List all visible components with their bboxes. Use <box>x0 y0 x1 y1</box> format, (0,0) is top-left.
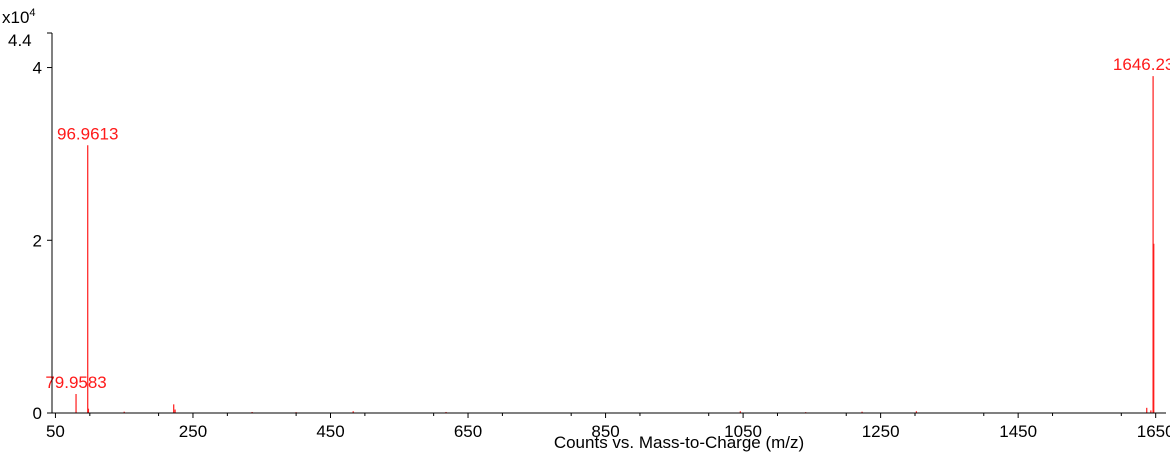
x-tick-label: 1250 <box>862 422 900 441</box>
y-multiplier-label: x104 <box>2 7 36 27</box>
x-axis-title: Counts vs. Mass-to-Charge (m/z) <box>554 433 804 452</box>
peak-label: 96.9613 <box>57 124 118 143</box>
y-multiplier-base: x10 <box>2 8 29 27</box>
y-tick-label: 2 <box>33 231 42 250</box>
x-tick-label: 1450 <box>999 422 1037 441</box>
x-tick-label: 850 <box>591 422 619 441</box>
peak-label: 1646.2320 <box>1113 55 1170 74</box>
peak-label: 79.9583 <box>45 373 106 392</box>
x-tick-label: 1650 <box>1137 422 1170 441</box>
x-tick-label: 250 <box>179 422 207 441</box>
y-multiplier-exponent: 4 <box>29 7 35 19</box>
x-ticks: 50 250 450 650 850 1050 1250 1450 1650 <box>46 413 1170 441</box>
x-tick-label: 650 <box>454 422 482 441</box>
x-tick-label: 450 <box>316 422 344 441</box>
plot-marks: 79.9583 96.9613 1646.2320 <box>45 55 1170 413</box>
y-tick-label: 0 <box>33 404 42 423</box>
x-tick-label: 50 <box>46 422 65 441</box>
x-tick-label: 1050 <box>724 422 762 441</box>
y-tick-label: 4 <box>33 59 42 78</box>
y-ticks: 0 2 4 <box>33 32 52 423</box>
y-max-label: 4.4 <box>8 31 32 50</box>
